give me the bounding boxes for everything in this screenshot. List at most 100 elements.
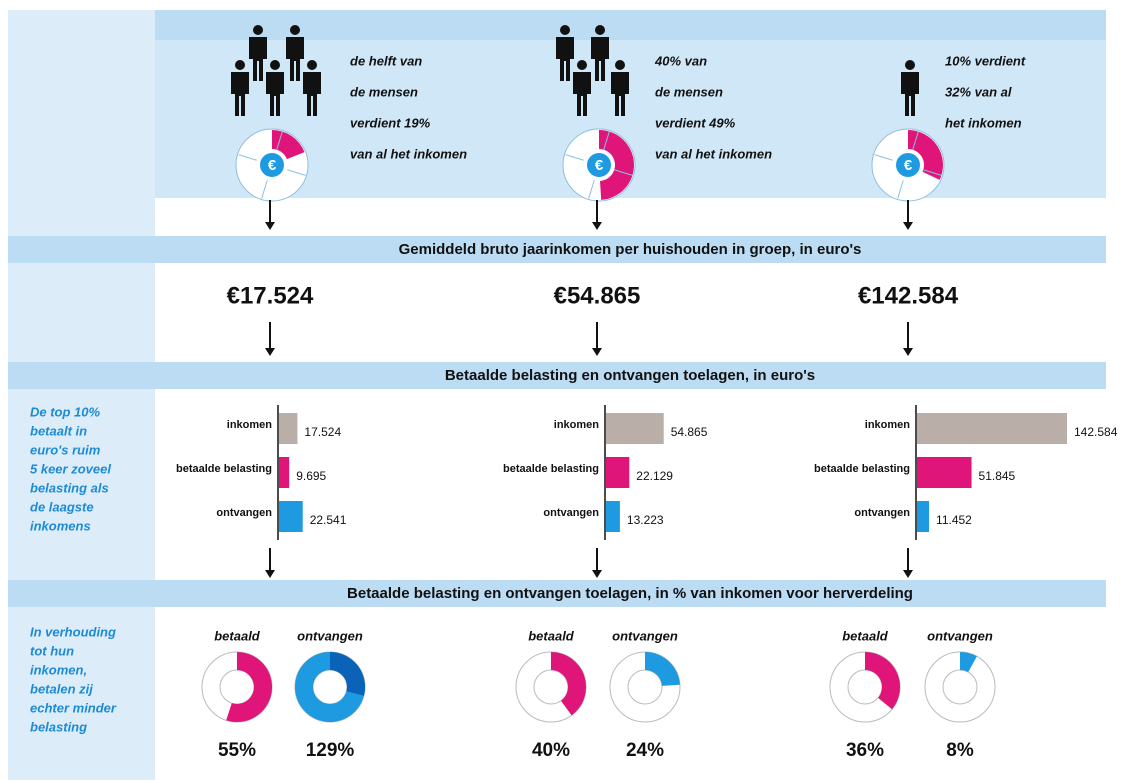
ring-divider xyxy=(874,154,893,161)
side-note: In verhouding xyxy=(30,624,116,639)
description: 32% van al xyxy=(945,84,1012,99)
person-icon xyxy=(591,37,609,81)
donut-hole xyxy=(533,669,569,705)
bar xyxy=(917,501,930,532)
bar xyxy=(279,501,303,532)
side-note: tot hun xyxy=(30,643,74,658)
ring-divider xyxy=(912,131,919,150)
ring-divider xyxy=(588,180,595,199)
person-icon xyxy=(901,72,919,116)
donut-hole xyxy=(847,669,883,705)
ring-divider xyxy=(261,180,268,199)
side-note: betalen zij xyxy=(30,681,93,696)
donut-hole xyxy=(312,669,348,705)
person-icon xyxy=(290,25,300,35)
euro-icon: € xyxy=(904,157,913,174)
bar-label: betaalde belasting xyxy=(503,463,599,475)
person-icon xyxy=(249,37,267,81)
person-icon xyxy=(560,25,570,35)
income: €17.524 xyxy=(227,282,314,309)
donut-label: ontvangen xyxy=(297,628,363,643)
side-note: belasting als xyxy=(30,480,109,495)
description: verdient 49% xyxy=(655,115,736,130)
bar-label: inkomen xyxy=(865,419,911,431)
share-arc xyxy=(908,130,943,180)
side-note: de laagste xyxy=(30,499,94,514)
donut-overflow xyxy=(330,652,365,696)
bar xyxy=(606,501,620,532)
ring-divider xyxy=(238,154,257,161)
description: 10% verdient xyxy=(945,53,1026,68)
donut-arc xyxy=(551,652,586,716)
ring-divider xyxy=(565,154,584,161)
heading: Betaalde belasting en ontvangen toelagen… xyxy=(347,585,913,602)
percentage: 129% xyxy=(306,740,355,761)
euro-icon xyxy=(894,151,922,179)
euro-icon: € xyxy=(268,157,277,174)
person-icon xyxy=(595,25,605,35)
bar-label: ontvangen xyxy=(543,507,599,519)
person-icon xyxy=(556,37,574,81)
person-icon xyxy=(266,72,284,116)
ring-divider xyxy=(923,169,942,176)
euro-icon xyxy=(258,151,286,179)
percentage: 40% xyxy=(532,740,570,761)
description: 40% van xyxy=(654,53,707,68)
donut-label: betaald xyxy=(214,628,261,643)
percentage: 36% xyxy=(846,740,884,761)
bar-value: 13.223 xyxy=(627,513,664,527)
description: verdient 19% xyxy=(350,115,431,130)
person-icon xyxy=(270,60,280,70)
arrow-head xyxy=(592,570,602,578)
description: de mensen xyxy=(350,84,418,99)
donut-arc xyxy=(226,652,273,723)
heading-band xyxy=(8,362,1106,389)
person-icon xyxy=(573,72,591,116)
bar-label: ontvangen xyxy=(854,507,910,519)
bar-value: 17.524 xyxy=(304,425,341,439)
bar xyxy=(606,413,664,444)
bar-label: betaalde belasting xyxy=(176,463,272,475)
share-arc xyxy=(599,130,635,200)
bar xyxy=(279,457,290,488)
person-icon xyxy=(231,72,249,116)
bar xyxy=(917,457,972,488)
heading-band xyxy=(8,236,1106,263)
bar-value: 142.584 xyxy=(1074,425,1118,439)
arrow-head xyxy=(903,348,913,356)
donut-hole xyxy=(219,669,255,705)
bar-label: inkomen xyxy=(554,419,600,431)
person-icon xyxy=(905,60,915,70)
donut-label: betaald xyxy=(528,628,575,643)
person-icon xyxy=(615,60,625,70)
person-icon xyxy=(307,60,317,70)
donut-hole xyxy=(942,669,978,705)
percentage: 24% xyxy=(626,740,664,761)
percentage: 55% xyxy=(218,740,256,761)
arrow-head xyxy=(903,222,913,230)
top-strip xyxy=(8,10,1106,40)
bar xyxy=(279,413,298,444)
person-icon xyxy=(253,25,263,35)
person-icon xyxy=(286,37,304,81)
income: €142.584 xyxy=(858,282,959,309)
bar-label: ontvangen xyxy=(216,507,272,519)
bar-label: betaalde belasting xyxy=(814,463,910,475)
description: van al het inkomen xyxy=(655,146,772,161)
ring-divider xyxy=(276,131,283,150)
bar xyxy=(606,457,630,488)
euro-icon xyxy=(585,151,613,179)
ring-divider xyxy=(603,131,610,150)
donut-arc xyxy=(645,652,680,686)
bar xyxy=(917,413,1067,444)
bar-value: 22.541 xyxy=(310,513,347,527)
euro-icon: € xyxy=(595,157,604,174)
donut-hole xyxy=(627,669,663,705)
donut-label: betaald xyxy=(842,628,889,643)
person-icon xyxy=(303,72,321,116)
arrow-head xyxy=(265,570,275,578)
description: de helft van xyxy=(350,53,422,68)
side-note: echter minder xyxy=(30,700,117,715)
arrow-head xyxy=(265,222,275,230)
